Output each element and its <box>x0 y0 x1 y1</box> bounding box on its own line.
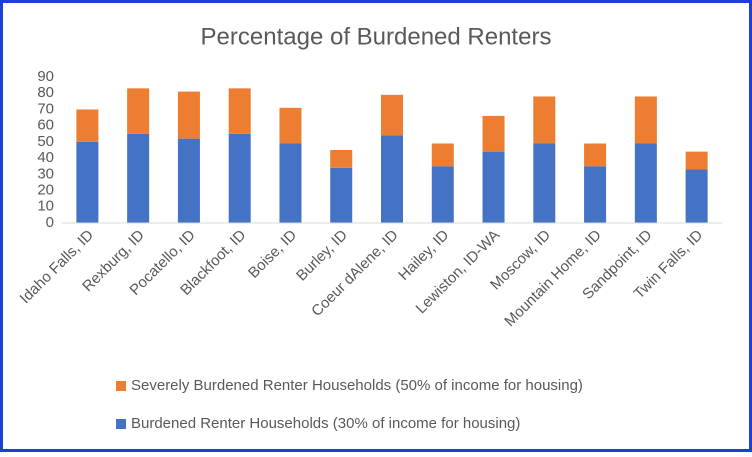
bar-segment <box>381 94 403 136</box>
bar-segment <box>177 138 200 223</box>
bar-segment <box>431 143 454 167</box>
bar-segment <box>431 166 454 223</box>
bar-segment <box>685 169 708 223</box>
bar-segment <box>177 91 200 139</box>
y-tick-label: 80 <box>37 84 54 101</box>
bar-segment <box>127 88 150 134</box>
y-tick-label: 40 <box>37 149 54 166</box>
y-tick-label: 90 <box>37 68 54 85</box>
bar-segment <box>76 141 99 223</box>
bar-segment <box>330 167 353 223</box>
legend-label: Burdened Renter Households (30% of incom… <box>131 415 520 432</box>
legend-swatch <box>116 381 126 391</box>
legend-swatch <box>116 419 126 429</box>
bar-segment <box>533 96 556 144</box>
y-tick-label: 30 <box>37 165 54 182</box>
y-tick-label: 60 <box>37 117 54 134</box>
bar-segment <box>584 166 607 223</box>
bar-segment <box>228 88 251 134</box>
bar-segment <box>330 150 353 168</box>
bar-segment <box>228 133 251 223</box>
bar-segment <box>482 151 505 223</box>
bar-segment <box>381 135 403 223</box>
bar-segment <box>279 107 302 144</box>
y-tick-label: 20 <box>37 182 54 199</box>
bar-segment <box>76 109 99 142</box>
legend-label: Severely Burdened Renter Households (50%… <box>131 377 583 394</box>
y-tick-label: 70 <box>37 100 54 117</box>
y-tick-label: 10 <box>37 198 54 215</box>
bar-segment <box>634 96 657 144</box>
chart-title: Percentage of Burdened Renters <box>201 23 552 50</box>
bar-segment <box>634 143 657 223</box>
bar-segment <box>584 143 607 167</box>
bar-segment <box>533 143 556 223</box>
y-tick-label: 0 <box>46 214 54 231</box>
bar-segment <box>127 133 150 223</box>
y-tick-label: 50 <box>37 133 54 150</box>
bar-segment <box>279 143 302 223</box>
bar-segment <box>685 151 708 170</box>
bar-segment <box>482 115 505 152</box>
